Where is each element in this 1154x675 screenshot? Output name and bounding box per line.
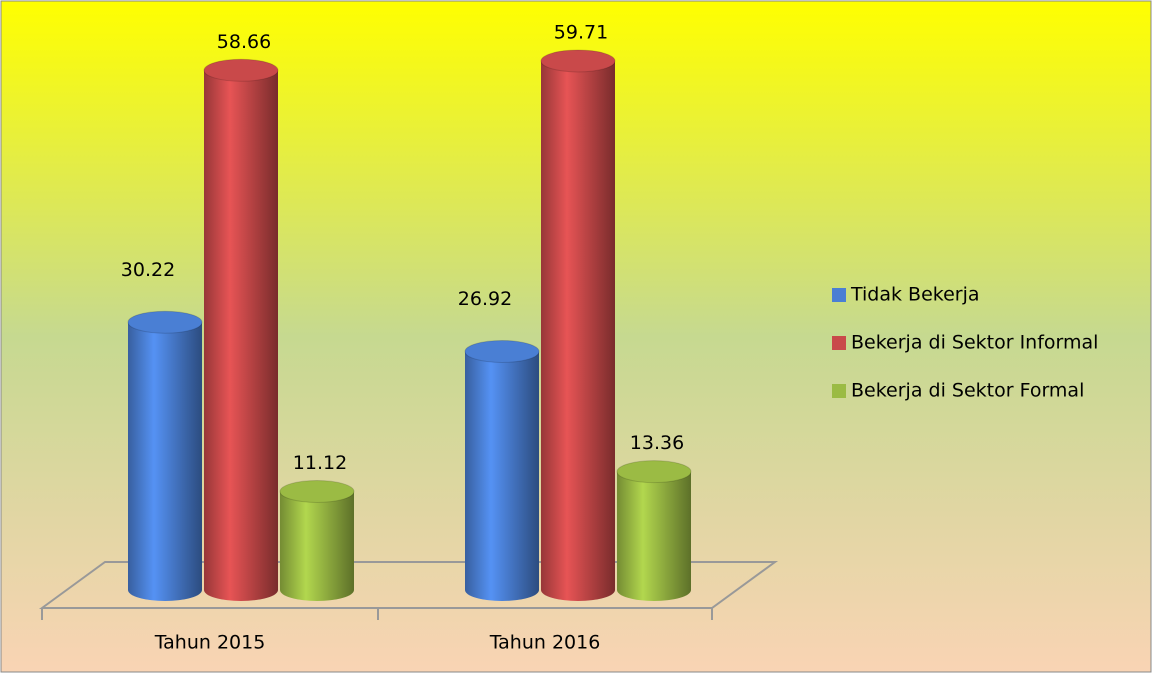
bar: [203, 58, 279, 601]
bar: [540, 49, 616, 601]
data-label: 26.92: [458, 288, 512, 310]
bar: [279, 479, 355, 601]
legend-swatch: [832, 288, 846, 302]
legend-label: Tidak Bekerja: [850, 284, 980, 306]
x-tick-label: Tahun 2016: [489, 632, 601, 654]
legend-label: Bekerja di Sektor Formal: [851, 380, 1084, 402]
bar: [127, 310, 203, 601]
legend-swatch: [832, 336, 846, 350]
bar-body: [541, 60, 615, 601]
bar-top: [279, 479, 355, 503]
bar: [616, 460, 692, 601]
data-label: 59.71: [554, 21, 608, 43]
data-label: 30.22: [121, 259, 175, 281]
bar-top: [464, 339, 540, 363]
bar-body: [204, 70, 278, 601]
data-label: 13.36: [630, 432, 684, 454]
legend-swatch: [832, 384, 846, 398]
bar-body: [465, 351, 539, 601]
bar-body: [617, 471, 691, 601]
legend-label: Bekerja di Sektor Informal: [851, 332, 1098, 354]
bar-top: [540, 49, 616, 73]
data-label: 58.66: [217, 31, 271, 53]
data-label: 11.12: [293, 452, 347, 474]
bar-top: [203, 58, 279, 82]
bar-body: [280, 491, 354, 601]
bar-top: [616, 460, 692, 484]
bar: [464, 339, 540, 601]
bar-top: [127, 310, 203, 334]
bar-body: [128, 322, 202, 601]
x-tick-label: Tahun 2015: [154, 632, 266, 654]
